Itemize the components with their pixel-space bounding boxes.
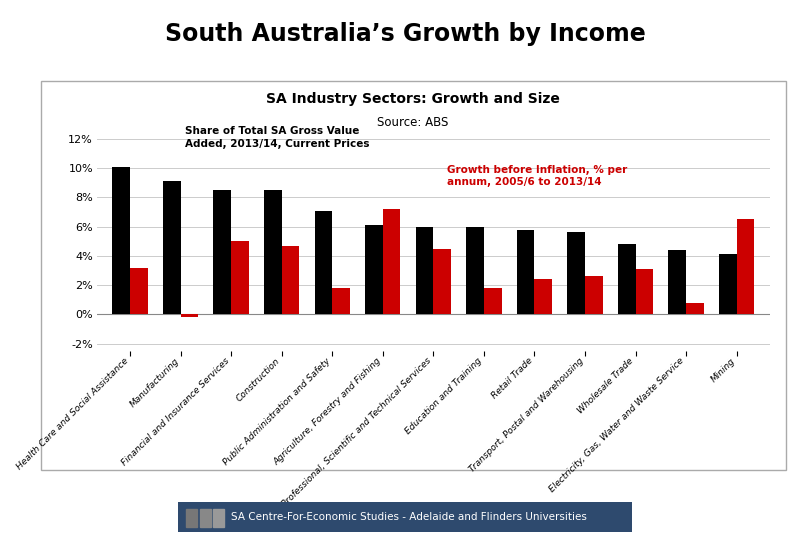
Bar — [163, 181, 181, 314]
Bar — [719, 254, 736, 314]
Bar — [314, 211, 332, 314]
Text: Financial and Insurance Services: Financial and Insurance Services — [120, 356, 231, 468]
Text: Public Administration and Safety: Public Administration and Safety — [222, 356, 332, 467]
Text: SA Industry Sectors: Growth and Size: SA Industry Sectors: Growth and Size — [266, 92, 560, 106]
Bar — [668, 250, 686, 314]
Bar — [736, 219, 754, 314]
Text: Construction: Construction — [235, 356, 282, 403]
Bar — [181, 314, 198, 318]
Text: Share of Total SA Gross Value
Added, 2013/14, Current Prices: Share of Total SA Gross Value Added, 201… — [185, 126, 369, 149]
Bar — [332, 288, 350, 314]
Text: Retail Trade: Retail Trade — [490, 356, 535, 401]
Bar — [433, 248, 451, 314]
Bar — [467, 227, 484, 314]
Text: Education and Training: Education and Training — [404, 356, 484, 436]
Bar — [618, 244, 636, 314]
Text: Mining: Mining — [709, 356, 736, 384]
Text: Source: ABS: Source: ABS — [377, 116, 449, 129]
Bar — [113, 167, 130, 314]
Bar — [383, 209, 400, 314]
Bar — [231, 241, 249, 314]
Text: Manufacturing: Manufacturing — [128, 356, 181, 409]
Bar — [365, 225, 383, 314]
Text: Wholesale Trade: Wholesale Trade — [577, 356, 636, 415]
Text: Growth before Inflation, % per
annum, 2005/6 to 2013/14: Growth before Inflation, % per annum, 20… — [447, 165, 627, 187]
Bar — [484, 288, 501, 314]
Bar — [535, 279, 552, 314]
Bar — [686, 303, 704, 314]
Bar — [567, 233, 585, 314]
Bar — [517, 230, 535, 314]
Bar — [130, 268, 147, 314]
Text: Professional, Scientific and Technical Services: Professional, Scientific and Technical S… — [280, 356, 433, 509]
Bar — [214, 190, 231, 314]
Bar — [264, 190, 282, 314]
Text: South Australia’s Growth by Income: South Australia’s Growth by Income — [164, 22, 646, 45]
Bar — [585, 276, 603, 314]
Bar — [636, 269, 653, 314]
Text: Health Care and Social Assistance: Health Care and Social Assistance — [15, 356, 130, 471]
Text: Transport, Postal and Warehousing: Transport, Postal and Warehousing — [467, 356, 585, 474]
Text: Agriculture, Forestry and Fishing: Agriculture, Forestry and Fishing — [272, 356, 383, 467]
Bar — [282, 246, 300, 314]
Text: SA Centre-For-Economic Studies - Adelaide and Flinders Universities: SA Centre-For-Economic Studies - Adelaid… — [231, 512, 586, 522]
Text: Electricity, Gas, Water and Waste Service: Electricity, Gas, Water and Waste Servic… — [548, 356, 686, 495]
Bar — [416, 227, 433, 314]
